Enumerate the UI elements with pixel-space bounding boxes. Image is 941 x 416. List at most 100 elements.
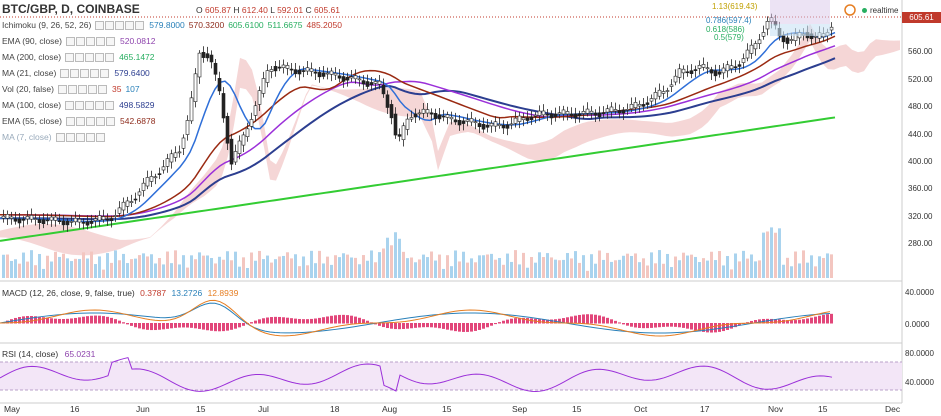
rsi-line bbox=[0, 357, 833, 392]
settings-icon[interactable] bbox=[76, 116, 85, 126]
move-icon[interactable] bbox=[135, 20, 145, 30]
more-icon[interactable] bbox=[96, 116, 105, 126]
close-icon[interactable] bbox=[115, 20, 125, 30]
settings-icon[interactable] bbox=[67, 84, 77, 94]
indicator-row[interactable]: Vol (20, false) 35 107 bbox=[2, 82, 140, 96]
more-icon[interactable] bbox=[125, 20, 135, 30]
price-axis-label: 320.00 bbox=[908, 211, 933, 221]
move-icon[interactable] bbox=[105, 100, 115, 110]
candle bbox=[149, 176, 154, 182]
indicator-row[interactable]: EMA (55, close) 542.6878 bbox=[2, 114, 155, 128]
close-icon[interactable] bbox=[86, 36, 95, 46]
volume-bar bbox=[478, 255, 481, 278]
volume-bar bbox=[414, 262, 417, 278]
candle bbox=[21, 218, 26, 221]
volume-bar bbox=[750, 254, 753, 278]
macd-hist-bar bbox=[566, 317, 569, 324]
candle bbox=[257, 90, 262, 105]
macd-hist-bar bbox=[758, 319, 761, 324]
more-icon[interactable] bbox=[96, 36, 105, 46]
fib-level-label: 0.5(579) bbox=[714, 33, 744, 42]
indicator-name: MA (21, close) bbox=[2, 68, 57, 78]
macd-hist-bar bbox=[426, 323, 429, 328]
macd-hist-bar bbox=[698, 323, 701, 332]
eye-icon[interactable] bbox=[55, 132, 65, 142]
indicator-row[interactable]: EMA (90, close) 520.0812 bbox=[2, 34, 155, 48]
close-icon[interactable] bbox=[85, 100, 95, 110]
macd-hist-bar bbox=[406, 323, 409, 329]
volume-bar bbox=[314, 263, 317, 278]
close-icon[interactable] bbox=[75, 132, 85, 142]
close-icon[interactable] bbox=[77, 84, 87, 94]
macd-signal-line bbox=[0, 299, 831, 337]
move-icon[interactable] bbox=[97, 84, 107, 94]
indicator-row[interactable]: Ichimoku (9, 26, 52, 26) 579.8000 570.3200… bbox=[2, 18, 342, 32]
eye-icon[interactable] bbox=[60, 68, 70, 78]
indicator-row[interactable]: MA (21, close) 579.6400 bbox=[2, 66, 150, 80]
indicator-value: 107 bbox=[125, 84, 140, 94]
more-icon[interactable] bbox=[95, 100, 105, 110]
volume-bar bbox=[162, 264, 165, 278]
candle bbox=[413, 113, 418, 118]
move-icon[interactable] bbox=[106, 36, 115, 46]
indicator-row[interactable]: MA (100, close) 498.5829 bbox=[2, 98, 155, 112]
candle bbox=[261, 78, 266, 94]
volume-bar bbox=[790, 266, 793, 278]
realtime-indicator[interactable]: realtime bbox=[862, 6, 898, 15]
more-icon[interactable] bbox=[85, 132, 95, 142]
macd-hist-bar bbox=[358, 317, 361, 324]
more-icon[interactable] bbox=[87, 84, 97, 94]
more-icon[interactable] bbox=[90, 68, 100, 78]
close-icon[interactable] bbox=[85, 52, 95, 62]
settings-icon[interactable] bbox=[70, 68, 80, 78]
eye-icon[interactable] bbox=[57, 84, 67, 94]
volume-bar bbox=[346, 254, 349, 278]
price-axis-label: 360.00 bbox=[908, 184, 933, 194]
candle bbox=[665, 90, 670, 92]
macd-hist-bar bbox=[438, 323, 441, 329]
indicator-value: 498.5829 bbox=[119, 100, 155, 110]
candle bbox=[29, 215, 34, 220]
settings-icon[interactable] bbox=[105, 20, 115, 30]
volume-bar bbox=[758, 260, 761, 278]
candle bbox=[681, 68, 686, 74]
volume-bar bbox=[446, 255, 449, 278]
symbol-title[interactable]: BTC/GBP, D, COINBASE bbox=[2, 2, 140, 16]
candle bbox=[309, 68, 314, 72]
volume-bar bbox=[718, 251, 721, 278]
settings-icon[interactable] bbox=[76, 36, 85, 46]
settings-icon[interactable] bbox=[65, 132, 75, 142]
volume-bar bbox=[266, 255, 269, 278]
move-icon[interactable] bbox=[100, 68, 110, 78]
macd-hist-bar bbox=[354, 316, 357, 324]
eye-icon[interactable] bbox=[65, 52, 75, 62]
indicator-row[interactable]: MA (200, close) 465.1472 bbox=[2, 50, 155, 64]
candle bbox=[629, 104, 634, 110]
settings-icon[interactable] bbox=[75, 100, 85, 110]
macd-hist-bar bbox=[642, 323, 645, 329]
macd-hist-bar bbox=[462, 323, 465, 332]
eye-icon[interactable] bbox=[95, 20, 105, 30]
close-icon[interactable] bbox=[86, 116, 95, 126]
move-icon[interactable] bbox=[95, 132, 105, 142]
macd-hist-bar bbox=[786, 320, 789, 324]
volume-bar bbox=[806, 262, 809, 278]
time-axis-label: May bbox=[4, 404, 21, 414]
candle bbox=[333, 72, 338, 76]
candle bbox=[737, 64, 742, 67]
macd-hist-bar bbox=[718, 323, 721, 332]
volume-bar bbox=[174, 250, 177, 278]
close-icon[interactable] bbox=[80, 68, 90, 78]
indicator-row[interactable]: MA (7, close) bbox=[2, 130, 106, 144]
settings-icon[interactable] bbox=[75, 52, 85, 62]
eye-icon[interactable] bbox=[65, 100, 75, 110]
macd-hist-bar bbox=[242, 323, 245, 326]
eye-icon[interactable] bbox=[66, 116, 75, 126]
eye-icon[interactable] bbox=[66, 36, 75, 46]
volume-bar bbox=[26, 261, 29, 278]
move-icon[interactable] bbox=[106, 116, 115, 126]
more-icon[interactable] bbox=[95, 52, 105, 62]
move-icon[interactable] bbox=[105, 52, 115, 62]
